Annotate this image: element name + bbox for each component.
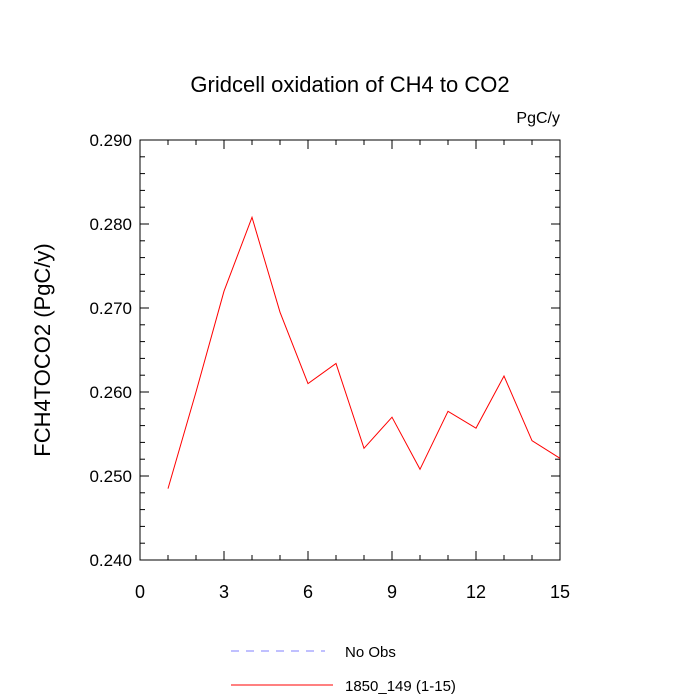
plot-frame [139, 139, 561, 561]
x-tick-label: 9 [387, 582, 397, 602]
axis-tick-labels: 0 3 6 9 12 15 0.240 0.250 0.260 0.270 0.280 0.290 [89, 131, 570, 602]
y-tick-label: 0.240 [89, 551, 132, 570]
x-tick-label: 15 [550, 582, 570, 602]
legend: No Obs 1850_149 (1-15) [231, 644, 456, 695]
legend-label: No Obs [345, 644, 396, 661]
y-tick-label: 0.280 [89, 215, 132, 234]
axis-ticks [139, 139, 561, 561]
units-label: PgC/y [516, 110, 560, 127]
x-tick-label: 12 [466, 582, 486, 602]
y-tick-label: 0.270 [89, 299, 132, 318]
series-group [167, 215, 561, 489]
x-tick-label: 3 [219, 582, 229, 602]
chart-title: Gridcell oxidation of CH4 to CO2 [190, 72, 509, 97]
legend-label: 1850_149 (1-15) [345, 678, 456, 695]
y-tick-label: 0.260 [89, 383, 132, 402]
x-tick-label: 6 [303, 582, 313, 602]
x-tick-label: 0 [135, 582, 145, 602]
y-tick-label: 0.290 [89, 131, 132, 150]
y-tick-label: 0.250 [89, 467, 132, 486]
y-axis-label: FCH4TOCO2 (PgC/y) [30, 243, 55, 457]
series-line [167, 215, 561, 489]
